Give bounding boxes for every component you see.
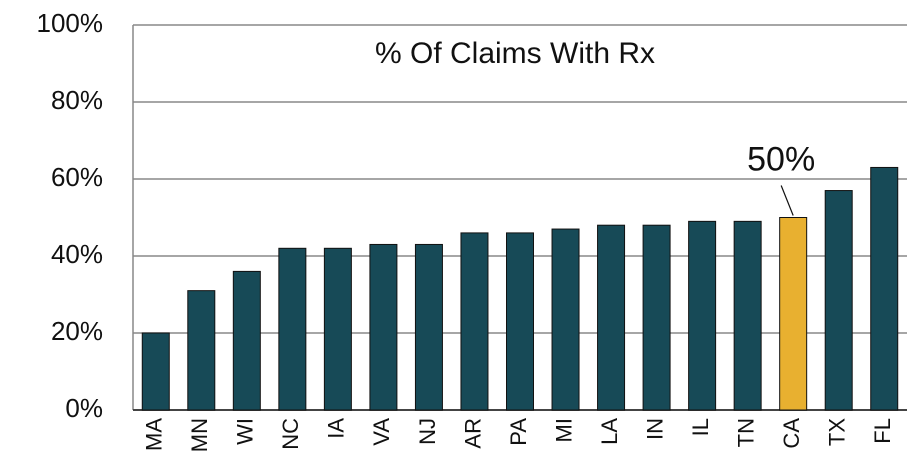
x-tick-label: AR [460, 418, 485, 449]
y-tick-label: 80% [51, 85, 103, 115]
x-tick-label: NC [278, 418, 303, 450]
y-tick-label: 100% [37, 8, 104, 38]
x-tick-label: IA [324, 418, 349, 439]
y-tick-label: 60% [51, 162, 103, 192]
x-tick-label: MA [142, 418, 167, 451]
bar [642, 224, 671, 411]
x-tick-label: CA [779, 418, 804, 449]
bar [460, 232, 489, 411]
bar [187, 290, 216, 411]
leader-line [780, 185, 794, 216]
bar [141, 332, 170, 411]
bar [414, 243, 443, 411]
bar [597, 224, 626, 411]
x-tick-label: WI [233, 418, 258, 445]
bar [733, 220, 762, 411]
y-tick-label: 0% [65, 393, 103, 423]
chart-title: % Of Claims With Rx [375, 37, 655, 70]
bar [232, 270, 261, 411]
bar [779, 217, 808, 411]
bar [688, 220, 717, 411]
x-tick-label: TX [825, 418, 850, 446]
bar [824, 190, 853, 411]
y-tick-label: 20% [51, 316, 103, 346]
x-tick-label: VA [369, 418, 394, 446]
value-label: 50% [747, 140, 815, 178]
bar [369, 243, 398, 411]
bar [506, 232, 534, 411]
x-tick-label: NJ [415, 418, 440, 445]
bar [551, 228, 580, 411]
bar [323, 247, 352, 411]
x-tick-label: PA [506, 418, 531, 446]
y-tick-label: 40% [51, 239, 103, 269]
bar [870, 166, 899, 411]
x-tick-label: FL [870, 418, 895, 444]
x-tick-label: TN [733, 418, 758, 447]
x-tick-label: IL [688, 418, 713, 436]
x-tick-label: MN [187, 418, 212, 452]
bar [278, 247, 307, 411]
x-tick-label: MI [551, 418, 576, 442]
x-tick-label: LA [597, 418, 622, 445]
x-tick-label: IN [642, 418, 667, 440]
